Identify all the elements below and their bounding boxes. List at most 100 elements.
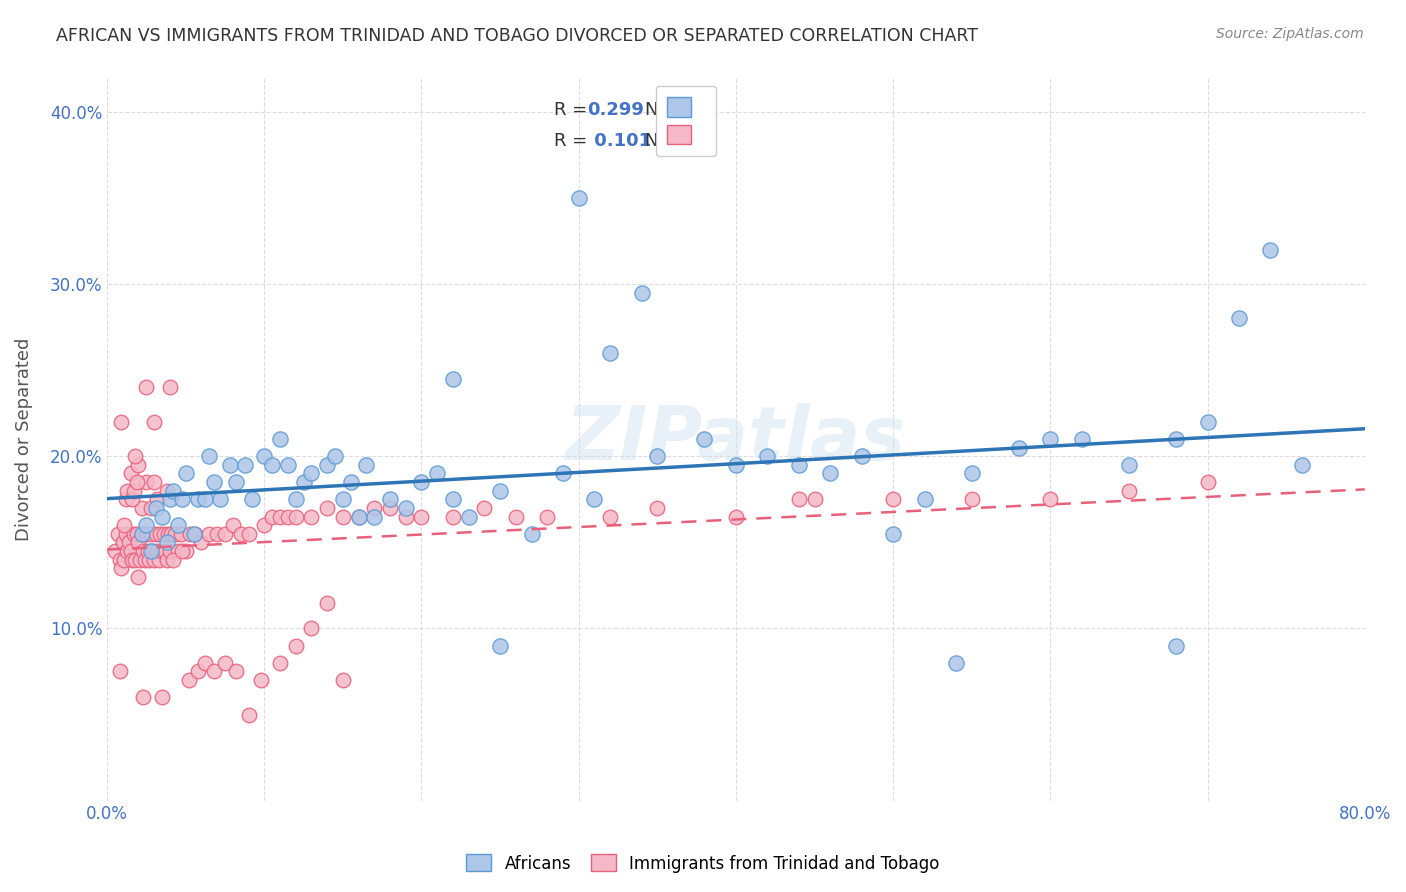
Point xyxy=(127,458,149,472)
Point xyxy=(647,500,669,515)
Point xyxy=(179,526,201,541)
Point xyxy=(363,500,385,515)
Point xyxy=(166,518,188,533)
Point xyxy=(1039,492,1062,507)
Point xyxy=(363,509,385,524)
Point xyxy=(118,535,141,549)
Point xyxy=(395,509,418,524)
Point xyxy=(117,544,139,558)
Point xyxy=(143,415,166,429)
Point xyxy=(551,467,574,481)
Point xyxy=(472,500,495,515)
Point xyxy=(146,492,169,507)
Point xyxy=(787,492,810,507)
Point xyxy=(162,483,184,498)
Point xyxy=(135,380,157,394)
Point xyxy=(599,346,621,360)
Point xyxy=(277,458,299,472)
Y-axis label: Divorced or Separated: Divorced or Separated xyxy=(15,337,32,541)
Point xyxy=(163,526,186,541)
Point xyxy=(1118,458,1140,472)
Point xyxy=(1197,415,1219,429)
Point xyxy=(202,475,225,489)
Point xyxy=(411,509,433,524)
Point xyxy=(187,492,209,507)
Point xyxy=(134,552,156,566)
Point xyxy=(1166,639,1188,653)
Point xyxy=(129,552,152,566)
Point xyxy=(292,475,315,489)
Point xyxy=(253,449,276,463)
Point xyxy=(378,500,401,515)
Point xyxy=(131,500,153,515)
Point xyxy=(347,509,370,524)
Point xyxy=(183,526,205,541)
Point xyxy=(104,544,127,558)
Point xyxy=(339,475,361,489)
Legend: Africans, Immigrants from Trinidad and Tobago: Africans, Immigrants from Trinidad and T… xyxy=(460,847,946,880)
Point xyxy=(960,492,983,507)
Point xyxy=(143,552,166,566)
Point xyxy=(115,492,138,507)
Text: N =: N = xyxy=(645,132,685,150)
Point xyxy=(914,492,936,507)
Point xyxy=(1118,483,1140,498)
Point xyxy=(150,509,173,524)
Point xyxy=(174,544,197,558)
Point xyxy=(193,656,215,670)
Point xyxy=(332,492,354,507)
Point xyxy=(152,526,174,541)
Point xyxy=(146,544,169,558)
Point xyxy=(724,458,747,472)
Point xyxy=(851,449,873,463)
Point xyxy=(214,656,236,670)
Point xyxy=(693,432,716,446)
Point xyxy=(214,526,236,541)
Point xyxy=(262,458,284,472)
Point xyxy=(945,656,967,670)
Point xyxy=(225,665,247,679)
Point xyxy=(172,492,194,507)
Point xyxy=(110,415,132,429)
Point xyxy=(395,500,418,515)
Point xyxy=(198,449,221,463)
Point xyxy=(177,673,200,687)
Point xyxy=(159,492,181,507)
Point xyxy=(131,526,153,541)
Point xyxy=(803,492,825,507)
Point xyxy=(1039,432,1062,446)
Point xyxy=(108,665,131,679)
Point xyxy=(110,561,132,575)
Point xyxy=(160,526,183,541)
Point xyxy=(630,285,652,300)
Point xyxy=(159,544,181,558)
Point xyxy=(108,552,131,566)
Point xyxy=(159,380,181,394)
Point xyxy=(820,467,842,481)
Point xyxy=(426,467,449,481)
Point xyxy=(135,475,157,489)
Point xyxy=(356,458,378,472)
Point xyxy=(269,432,291,446)
Point xyxy=(599,509,621,524)
Point xyxy=(111,535,134,549)
Point xyxy=(120,467,142,481)
Point xyxy=(316,500,339,515)
Point xyxy=(153,544,176,558)
Point xyxy=(253,518,276,533)
Point xyxy=(583,492,606,507)
Point xyxy=(284,492,307,507)
Point xyxy=(240,492,263,507)
Point xyxy=(157,526,180,541)
Point xyxy=(112,552,135,566)
Point xyxy=(125,526,148,541)
Point xyxy=(1070,432,1092,446)
Point xyxy=(647,449,669,463)
Point xyxy=(115,526,138,541)
Point xyxy=(162,552,184,566)
Point xyxy=(135,526,157,541)
Point xyxy=(457,509,479,524)
Text: R =: R = xyxy=(554,132,592,150)
Point xyxy=(190,535,212,549)
Point xyxy=(441,492,464,507)
